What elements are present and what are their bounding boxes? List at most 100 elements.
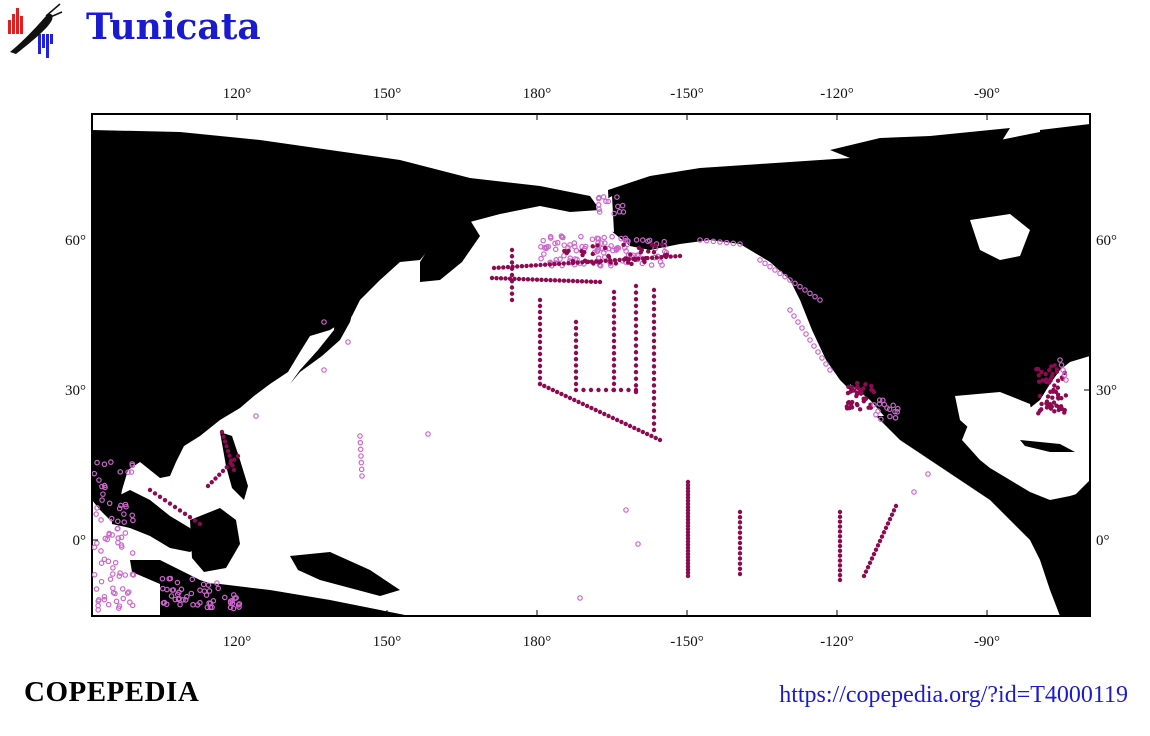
occurrence-marker (737, 561, 743, 566)
occurrence-marker (160, 600, 167, 606)
occurrence-marker (837, 543, 843, 549)
copepedia-link[interactable]: https://copepedia.org/?id=T4000119 (779, 682, 1128, 708)
occurrence-marker (1050, 389, 1056, 394)
occurrence-marker (651, 250, 657, 255)
occurrence-marker (1052, 409, 1057, 414)
occurrence-marker (106, 500, 113, 507)
occurrence-marker (177, 508, 183, 513)
occurrence-marker (538, 262, 543, 268)
occurrence-marker (881, 530, 887, 535)
occurrence-marker (542, 383, 547, 389)
occurrence-marker (685, 526, 691, 532)
top-tick-label: -120° (820, 86, 854, 102)
occurrence-marker (886, 406, 893, 413)
occurrence-marker (651, 345, 657, 350)
occurrence-marker (182, 511, 188, 516)
occurrence-marker (358, 453, 364, 459)
bottom-tick-label: 150° (373, 634, 402, 650)
occurrence-marker (110, 565, 116, 571)
occurrence-marker (509, 266, 515, 271)
occurrence-marker (651, 294, 657, 299)
top-tick-label: -90° (974, 86, 1000, 102)
occurrence-marker (509, 279, 515, 284)
occurrence-marker (685, 514, 691, 519)
occurrence-marker (130, 572, 137, 578)
occurrence-marker (737, 540, 743, 546)
occurrence-marker (130, 517, 136, 524)
occurrence-marker (628, 252, 633, 257)
occurrence-marker (837, 558, 843, 563)
occurrence-marker (509, 247, 515, 253)
left-tick-label: 30° (65, 383, 86, 399)
occurrence-marker (594, 235, 601, 242)
occurrence-marker (594, 259, 599, 264)
occurrence-marker (685, 545, 691, 550)
occurrence-marker (357, 439, 364, 446)
occurrence-marker (425, 431, 431, 437)
occurrence-marker (620, 209, 627, 215)
occurrence-marker (1056, 396, 1061, 401)
occurrence-marker (566, 248, 571, 254)
occurrence-marker (192, 518, 198, 523)
occurrence-marker (685, 520, 691, 525)
occurrence-marker (552, 278, 558, 283)
occurrence-marker (651, 402, 657, 407)
occurrence-marker (846, 384, 851, 390)
occurrence-marker (621, 242, 626, 247)
occurrence-marker (92, 571, 98, 578)
occurrence-marker (107, 576, 114, 582)
occurrence-marker (152, 491, 158, 496)
occurrence-marker (509, 285, 515, 290)
occurrence-marker (730, 240, 737, 247)
occurrence-marker (837, 577, 843, 583)
occurrence-marker (537, 351, 543, 357)
occurrence-marker (537, 345, 543, 351)
occurrence-marker (878, 416, 884, 423)
occurrence-marker (561, 242, 568, 248)
occurrence-marker (837, 548, 843, 554)
page-title: Tunicata (86, 6, 261, 48)
occurrence-marker (225, 448, 231, 454)
occurrence-marker (187, 515, 193, 520)
occurrence-marker (772, 267, 778, 273)
occurrence-marker (573, 332, 579, 337)
occurrence-marker (611, 375, 617, 380)
occurrence-marker (596, 209, 603, 215)
occurrence-marker (557, 278, 562, 283)
occurrence-marker (787, 307, 793, 313)
occurrence-marker (892, 408, 898, 415)
occurrence-marker (811, 343, 817, 349)
occurrence-marker (795, 319, 801, 325)
occurrence-marker (685, 498, 691, 503)
occurrence-marker (611, 332, 617, 338)
occurrence-marker (573, 338, 579, 343)
occurrence-marker (651, 427, 657, 433)
occurrence-marker (639, 237, 646, 243)
occurrence-marker (253, 413, 259, 419)
occurrence-marker (685, 479, 691, 485)
occurrence-marker (651, 370, 657, 375)
occurrence-marker (561, 278, 567, 283)
occurrence-marker (611, 387, 616, 393)
occurrence-marker (542, 262, 548, 267)
occurrence-marker (537, 327, 543, 333)
southeast-asia (110, 490, 200, 552)
occurrence-marker (697, 237, 703, 243)
occurrence-marker (157, 494, 163, 499)
occurrence-marker (207, 600, 214, 607)
occurrence-marker (184, 593, 190, 600)
occurrence-marker (893, 503, 899, 509)
occurrence-marker (217, 472, 222, 477)
occurrence-marker (563, 393, 568, 399)
occurrence-marker (220, 468, 226, 474)
occurrence-marker (651, 306, 657, 312)
occurrence-marker (582, 250, 587, 255)
occurrence-marker (1063, 377, 1069, 383)
occurrence-marker (837, 538, 843, 544)
occurrence-marker (873, 547, 879, 552)
occurrence-marker (1044, 399, 1050, 404)
occurrence-marker (737, 525, 743, 530)
occurrence-marker (498, 276, 504, 281)
occurrence-marker (105, 558, 112, 565)
occurrence-marker (782, 273, 788, 280)
